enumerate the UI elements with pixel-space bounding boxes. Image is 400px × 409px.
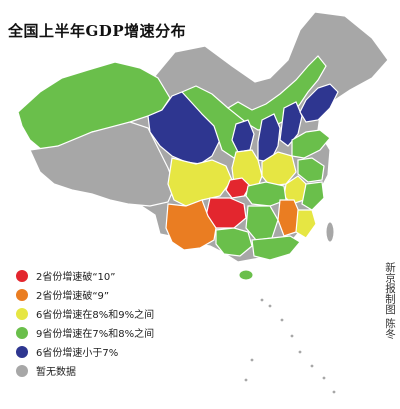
legend-item: 2省份增速破“9” [16, 285, 154, 304]
legend-item: 暂无数据 [16, 361, 154, 380]
legend-label: 6省份增速小于7% [36, 348, 119, 359]
legend-label: 2省份增速破“10” [36, 272, 116, 283]
region-jiangsu [297, 157, 325, 183]
legend-item: 6省份增速小于7% [16, 342, 154, 361]
legend-swatch [16, 364, 28, 377]
region-fujian [295, 209, 317, 239]
map-title: 全国上半年GDP增速分布 [8, 22, 187, 40]
legend-label: 6省份增速在8%和9%之间 [36, 310, 155, 321]
legend-label: 2省份增速破“9” [36, 291, 110, 302]
region-tibet [29, 121, 176, 207]
legend-swatch [16, 269, 28, 282]
legend-swatch [16, 288, 28, 301]
legend-item: 6省份增速在8%和9%之间 [16, 304, 154, 323]
legend-item: 9省份增速在7%和8%之间 [16, 323, 154, 342]
region-shandong [291, 129, 331, 159]
credit-text: 新京报制图 陈冬 [384, 262, 396, 339]
legend-item: 2省份增速破“10” [16, 266, 154, 285]
legend-swatch [16, 326, 28, 339]
legend-swatch [16, 307, 28, 320]
region-taiwan [325, 221, 335, 243]
region-zhejiang [301, 181, 325, 211]
region-liaoning [299, 83, 339, 123]
region-henan [261, 151, 297, 187]
legend-label: 9省份增速在7%和8%之间 [36, 329, 155, 340]
legend-swatch [16, 345, 28, 358]
region-hubei [245, 181, 287, 207]
region-guangdong [251, 235, 301, 261]
region-chongqing [225, 177, 251, 199]
region-ningxia [231, 119, 255, 153]
region-hainan [238, 269, 254, 281]
legend-label: 暂无数据 [36, 367, 76, 378]
legend: 2省份增速破“10” 2省份增速破“9” 6省份增速在8%和9%之间 9省份增速… [16, 266, 154, 380]
region-yunnan [165, 199, 217, 251]
region-sichuan [167, 157, 233, 207]
south-sea-islands [244, 298, 336, 394]
region-guangxi [215, 227, 253, 257]
